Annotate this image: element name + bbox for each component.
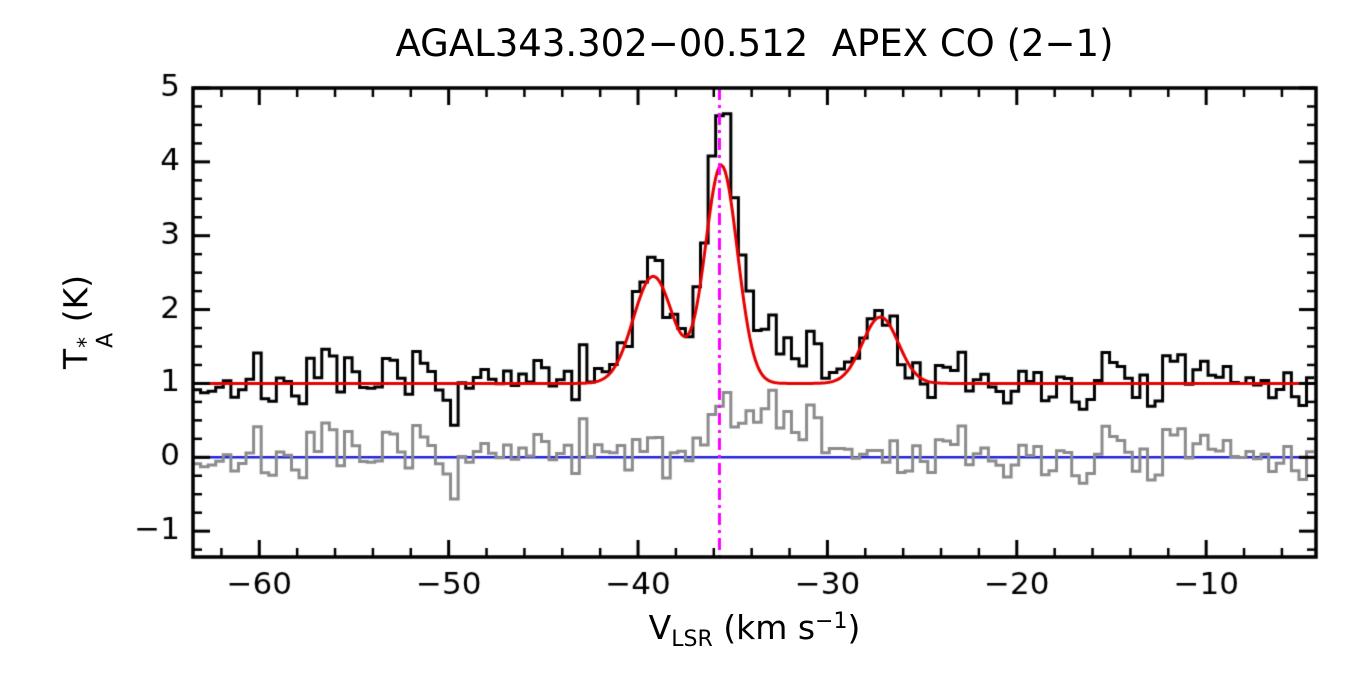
y-axis-label-sub: A (93, 332, 118, 348)
x-axis-label-mid: (km s (712, 608, 816, 647)
y-axis-label-base: T (56, 348, 96, 370)
y-axis-label-unit: (K) (56, 274, 96, 333)
x-axis-label-base: V (648, 608, 672, 647)
chart-title: AGAL343.302−00.512 APEX CO (2−1) (395, 22, 1114, 65)
x-axis-label-end: ) (847, 608, 861, 647)
y-axis-label: T * A (K) (56, 274, 118, 370)
x-axis-label: VLSR (km s−1) (193, 608, 1316, 652)
x-axis-label-sup: −1 (815, 609, 848, 634)
y-axis-label-supsub: * A (74, 332, 118, 348)
x-axis-label-sub: LSR (671, 627, 713, 652)
